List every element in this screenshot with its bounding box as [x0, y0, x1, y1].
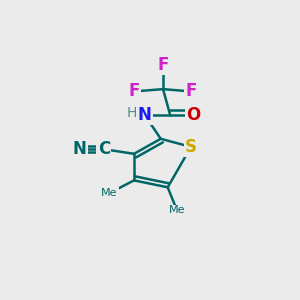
Text: N: N [72, 140, 86, 158]
Text: F: F [158, 56, 169, 74]
Text: H: H [127, 106, 137, 120]
Text: N: N [137, 106, 152, 124]
Text: Me: Me [169, 206, 185, 215]
Text: Me: Me [101, 188, 118, 198]
Text: O: O [186, 106, 200, 124]
Text: F: F [128, 82, 140, 100]
Text: F: F [185, 82, 197, 100]
Text: C: C [98, 140, 110, 158]
Text: S: S [185, 138, 197, 156]
